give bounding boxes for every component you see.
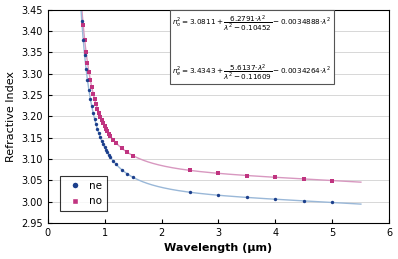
Point [78,19,85,23]
Point [107,155,113,159]
Point [82,53,88,57]
Point [86,88,92,92]
Point [119,168,125,172]
Point [107,134,113,138]
Point [82,38,88,42]
Point [244,174,250,178]
Point [215,193,222,197]
Point [272,197,279,201]
Point [92,117,98,121]
Point [110,159,116,163]
Point [78,6,85,10]
Point [94,127,101,131]
Point [110,138,116,142]
Point [96,111,102,115]
Point [84,61,91,65]
Point [94,107,101,111]
Point [130,154,136,158]
Point [187,190,193,194]
Point [86,70,92,74]
Point [101,145,108,149]
Point [215,171,222,175]
Point [99,118,105,123]
Point [272,175,279,179]
Point [103,148,109,152]
Text: $n_o^2 = 3.0811 + \dfrac{6.2791 {\cdot} \lambda^2}{\lambda^2 - 0.10452} - 0.0034: $n_o^2 = 3.0811 + \dfrac{6.2791 {\cdot} … [172,13,332,82]
Point [130,175,136,179]
Point [124,172,131,176]
Point [329,178,336,183]
Point [301,199,307,203]
Point [87,78,94,82]
Point [301,177,307,181]
Point [90,91,96,96]
Point [83,50,89,54]
Point [80,38,86,42]
Point [80,23,86,27]
Point [97,135,103,139]
Point [89,85,95,89]
Point [93,102,99,106]
Point [83,67,89,71]
Point [244,195,250,199]
Point [104,150,111,155]
Point [84,78,91,82]
Point [87,97,94,101]
Point [97,115,103,119]
Point [101,124,108,128]
Point [187,168,193,172]
Y-axis label: Refractive Index: Refractive Index [6,71,16,162]
Point [329,200,336,205]
Point [113,162,119,166]
Point [96,131,102,135]
Point [100,142,106,146]
Point [113,141,119,145]
Point [103,127,109,131]
Point [124,150,131,154]
Point [104,130,111,134]
Point [105,132,112,136]
Point [92,97,98,101]
Point [89,104,95,108]
Point [93,122,99,126]
X-axis label: Wavelength (μm): Wavelength (μm) [164,243,273,254]
Point [105,153,112,157]
Point [100,121,106,126]
Point [90,111,96,115]
Point [99,139,105,143]
Legend: ne, no: ne, no [60,176,107,211]
Point [119,146,125,150]
Point [77,0,84,1]
